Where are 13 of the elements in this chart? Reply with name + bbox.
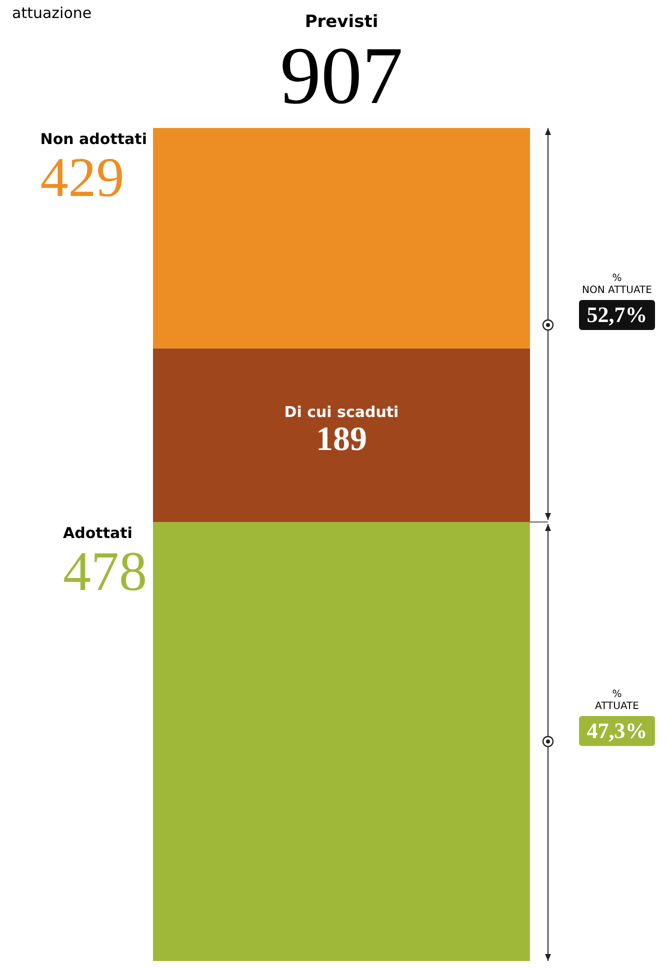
chart-subtitle: attuazione bbox=[12, 4, 92, 22]
chart-title: Previsti bbox=[304, 12, 380, 32]
series-label: Di cui scaduti bbox=[283, 403, 400, 422]
data-label: 478 bbox=[63, 540, 147, 603]
text: % NON ATTUATE bbox=[581, 272, 653, 297]
total-label: 907 bbox=[279, 30, 404, 122]
text: 429 bbox=[40, 147, 126, 209]
text: % ATTUATE bbox=[594, 689, 640, 714]
data-label: 189 bbox=[315, 421, 368, 460]
series-label: Adottati bbox=[63, 524, 134, 542]
series-label: Non adottati bbox=[40, 130, 147, 148]
text: 47,3% bbox=[578, 716, 656, 746]
text: 52,7% bbox=[578, 300, 656, 330]
